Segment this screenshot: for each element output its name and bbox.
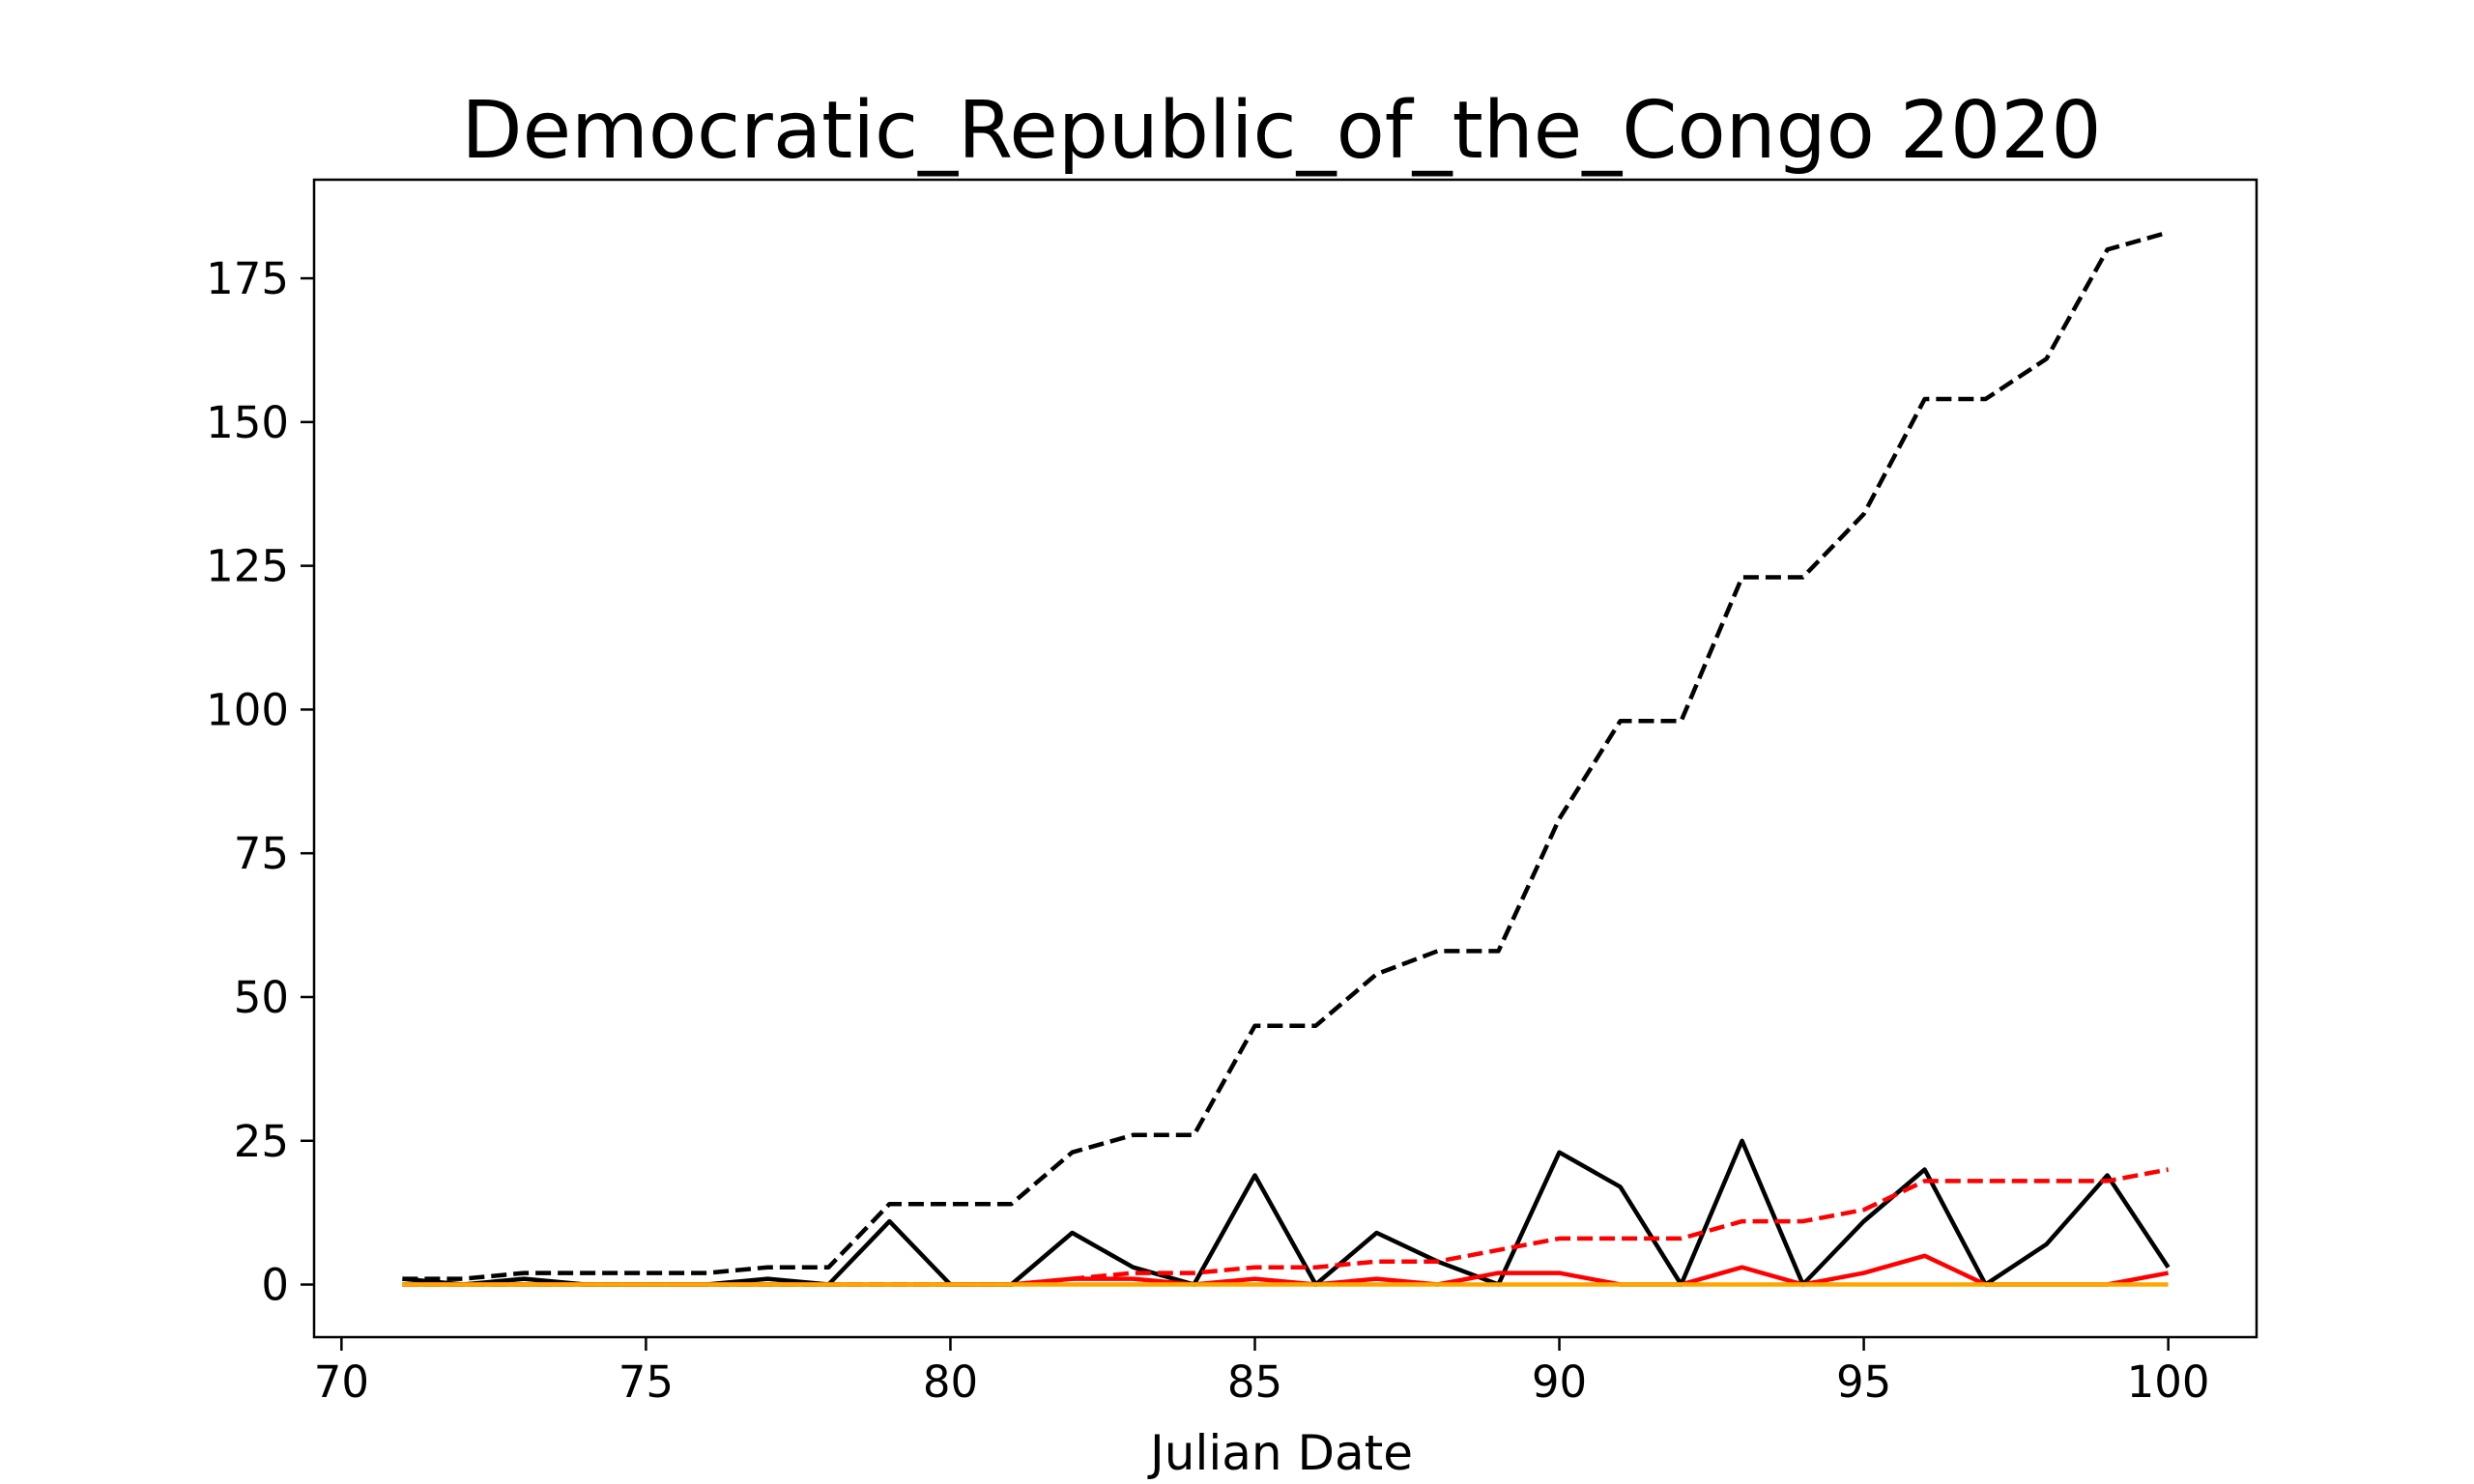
y-tick-label: 100 [206,684,289,735]
x-tick-label: 100 [2127,1356,2210,1408]
series-line-4 [402,1253,2170,1287]
x-tick-label: 95 [1836,1356,1891,1408]
x-tick-label: 70 [314,1356,369,1408]
series-layer [402,230,2171,1287]
y-tick-label: 50 [234,972,289,1023]
y-axis: 0 25 50 75 100 125 150 175 [206,253,314,1311]
y-tick-label: 175 [206,253,289,304]
x-axis-label: Julian Date [1147,1425,1413,1481]
series-line-1 [402,230,2170,1281]
y-tick-label: 0 [261,1260,289,1311]
chart-title: Democratic_Republic_of_the_Congo 2020 [461,85,2101,177]
x-tick-label: 80 [923,1356,978,1408]
y-tick-label: 125 [206,541,289,592]
plot-frame [312,178,2258,1339]
y-tick-label: 150 [206,397,289,448]
x-tick-label: 90 [1532,1356,1587,1408]
x-tick-label: 85 [1227,1356,1282,1408]
x-tick-label: 75 [618,1356,674,1408]
y-tick-label: 25 [234,1116,289,1167]
x-axis: 70 75 80 85 90 95 100 [314,1337,2210,1408]
y-tick-label: 75 [234,828,289,879]
